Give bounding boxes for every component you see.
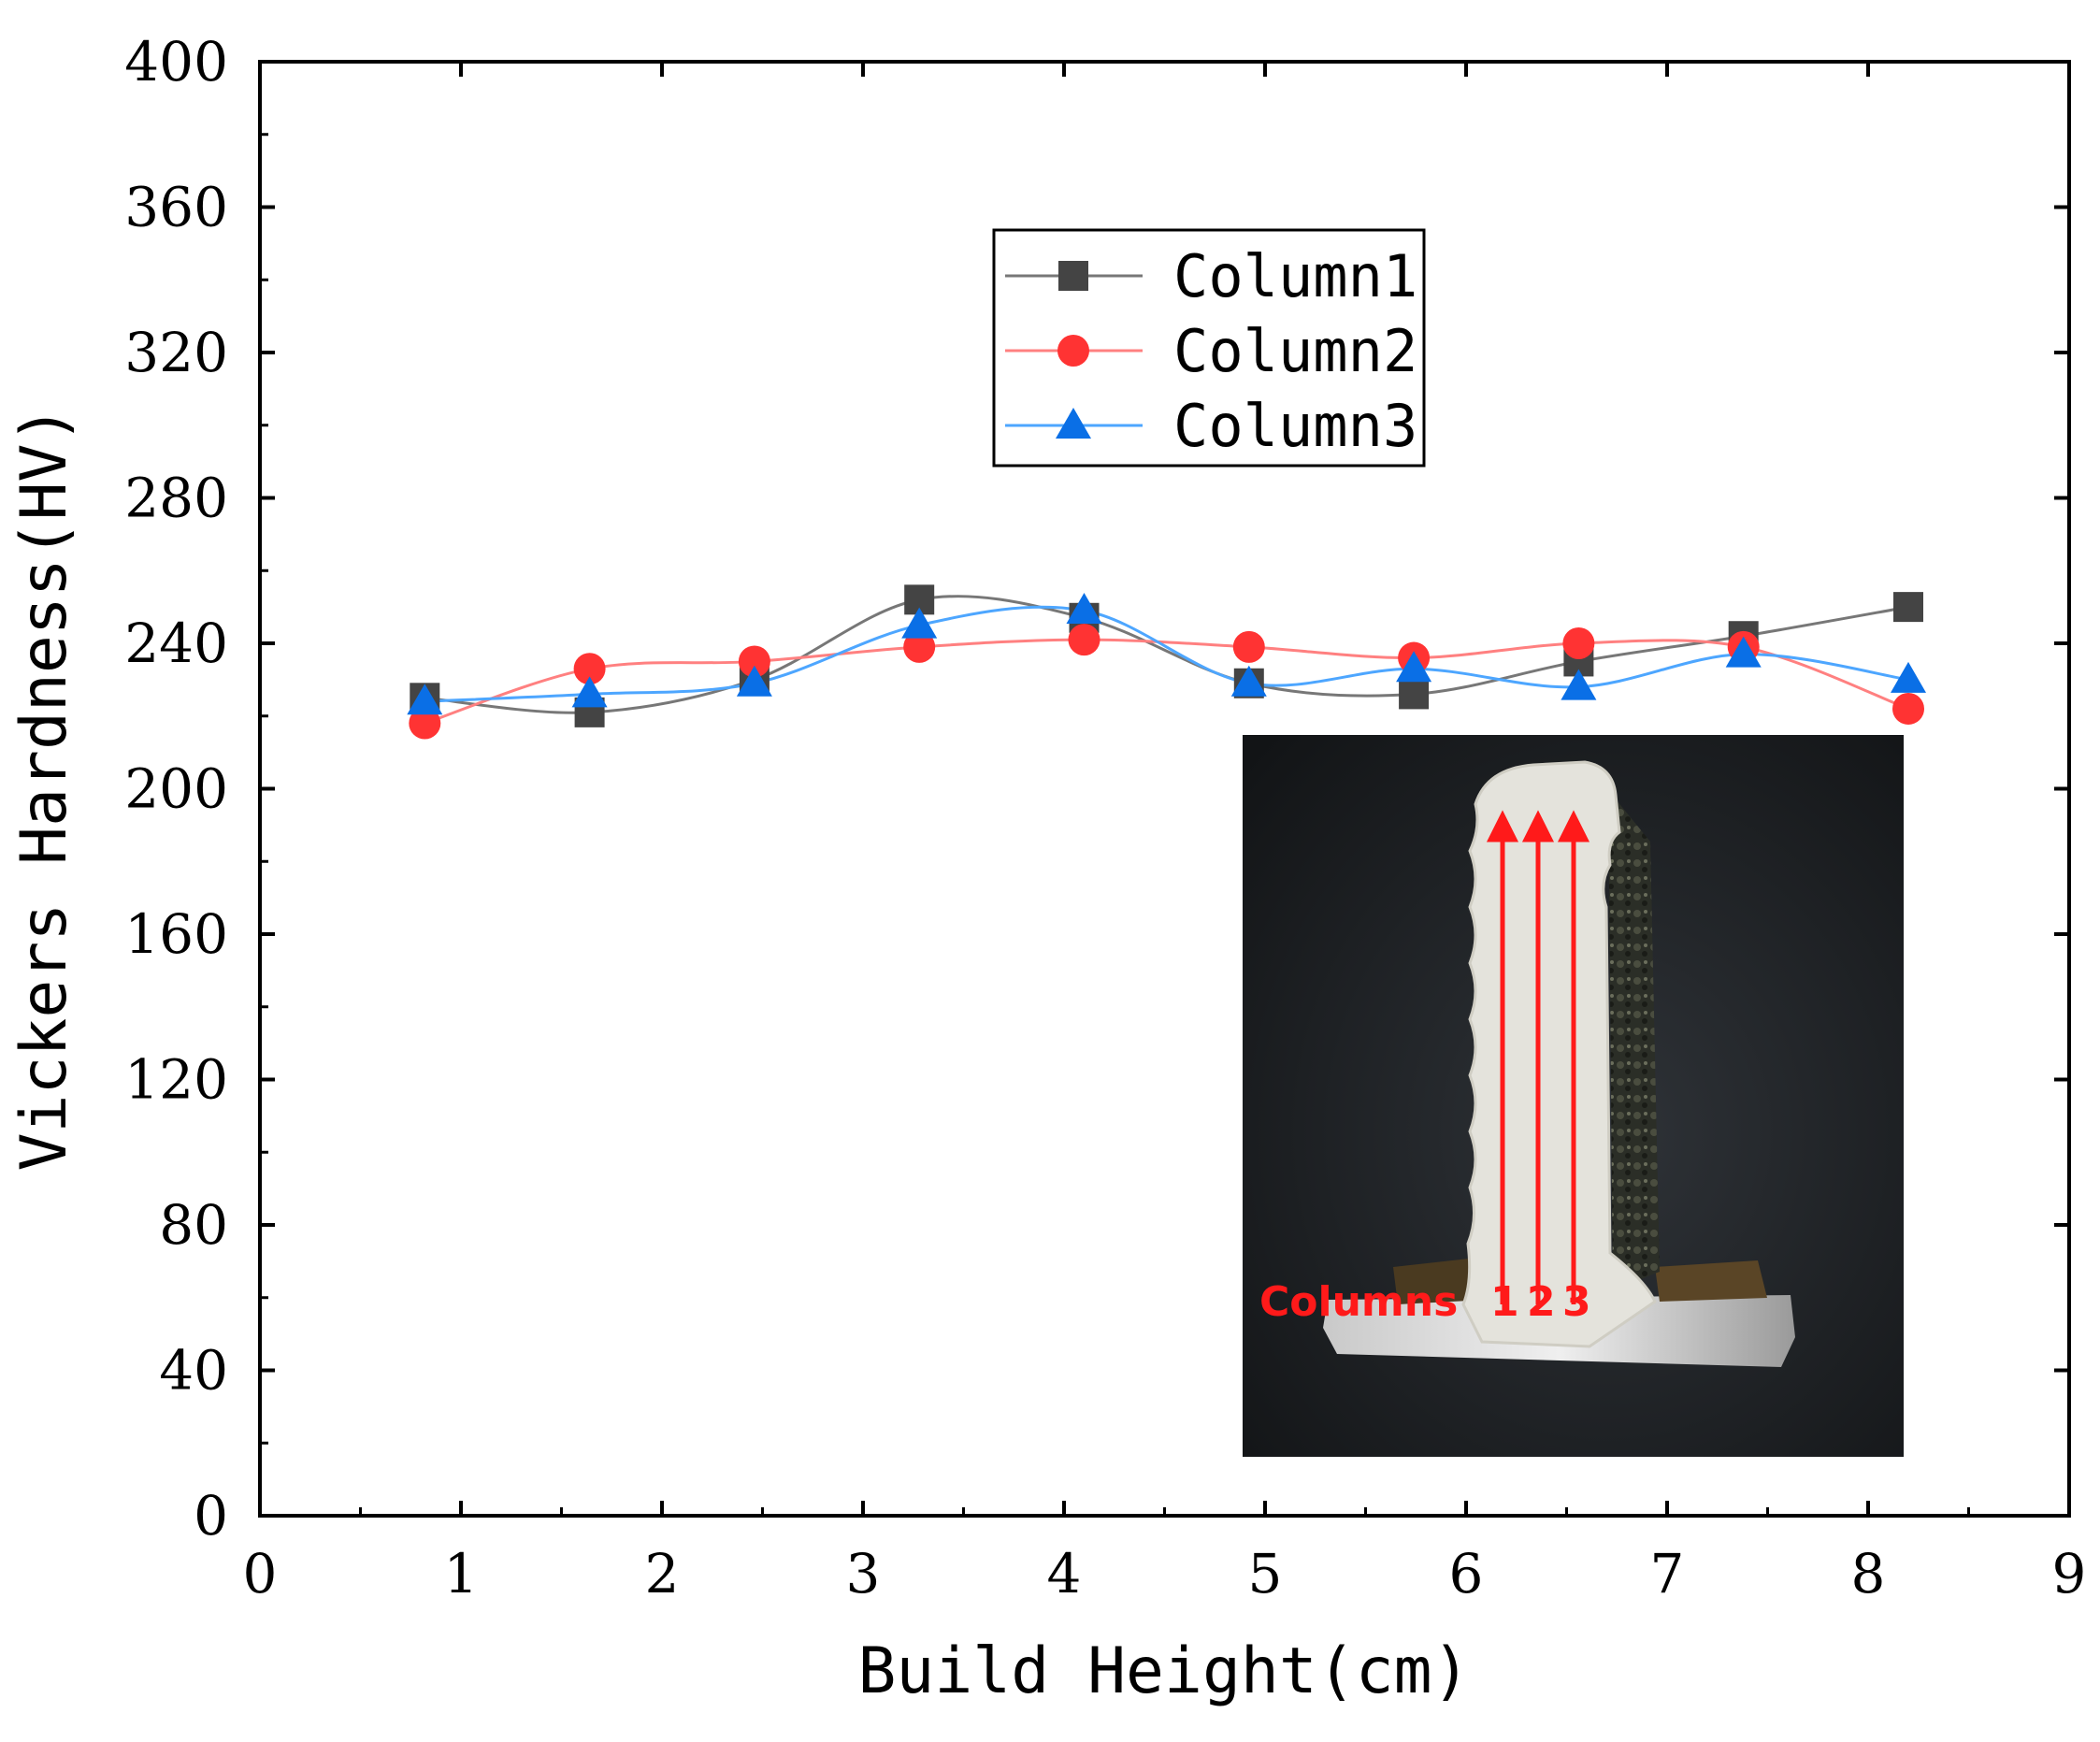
data-point-column3: [407, 684, 443, 715]
data-point-column3: [1891, 661, 1926, 693]
series-line-column3: [424, 605, 1909, 703]
x-tick-label: 1: [444, 1542, 479, 1605]
data-point-column3: [1066, 593, 1102, 625]
base-plate-top: [1393, 1258, 1487, 1304]
data-point-column2: [1892, 692, 1924, 725]
data-point-column2: [409, 707, 441, 740]
legend-marker-column1: [1058, 261, 1088, 291]
inset-column-number-3: 3: [1562, 1278, 1591, 1326]
data-point-column2: [573, 653, 606, 685]
y-tick-label: 80: [159, 1193, 228, 1257]
x-tick-label: 0: [243, 1542, 278, 1605]
data-point-column3: [571, 676, 608, 708]
inset-column-number-1: 1: [1490, 1278, 1519, 1326]
series-markers: [407, 584, 1926, 740]
x-tick-label: 7: [1650, 1542, 1685, 1605]
legend-label-column1: Column1: [1173, 242, 1417, 310]
y-tick-label: 240: [124, 612, 228, 675]
y-tick-label: 160: [124, 902, 228, 966]
legend-marker-column3: [1056, 408, 1091, 439]
data-point-column2: [1232, 630, 1265, 663]
data-point-column1: [1399, 679, 1430, 710]
legend-label-column3: Column3: [1173, 392, 1417, 460]
arrowhead-column-3: [1557, 810, 1590, 842]
y-tick-label: 360: [124, 176, 228, 239]
inset-photo: Columns 1 2 3: [1243, 735, 1904, 1457]
y-axis: 0 40 80 120 160 200 240 280 320 360 400: [124, 30, 2069, 1548]
y-tick-label: 120: [124, 1048, 228, 1112]
legend-marker-column2: [1057, 335, 1089, 367]
wall-rough-side: [1608, 790, 1660, 1290]
arrowhead-column-1: [1486, 810, 1519, 842]
x-tick-label: 3: [846, 1542, 881, 1605]
base-plate-top-right: [1655, 1260, 1767, 1302]
x-tick-label: 5: [1248, 1542, 1283, 1605]
y-axis-title: Vickers Hardness(HV): [7, 406, 81, 1172]
x-tick-label: 6: [1449, 1542, 1484, 1605]
data-point-column1: [1893, 592, 1923, 623]
data-point-column3: [736, 665, 772, 697]
data-point-column3: [1561, 669, 1597, 700]
data-point-column3: [901, 607, 938, 639]
x-axis-title: Build Height(cm): [857, 1634, 1470, 1708]
data-point-column3: [1396, 651, 1432, 683]
wall-face: [1461, 760, 1657, 1348]
series-line-column2: [424, 638, 1909, 725]
y-tick-label: 40: [159, 1339, 228, 1403]
arrowhead-column-2: [1521, 810, 1555, 842]
measurement-arrows: [1486, 810, 1590, 1304]
series-lines: [424, 595, 1909, 725]
series-line-column1: [424, 595, 1909, 714]
y-tick-label: 0: [194, 1484, 228, 1548]
data-point-column2: [903, 630, 936, 663]
y-tick-label: 400: [124, 30, 228, 94]
x-tick-label: 9: [2052, 1542, 2087, 1605]
data-point-column3: [1725, 636, 1762, 668]
y-tick-label: 320: [124, 321, 228, 384]
inset-column-number-2: 2: [1527, 1278, 1556, 1326]
x-tick-label: 2: [645, 1542, 680, 1605]
legend-label-column2: Column2: [1173, 317, 1417, 385]
data-point-column2: [1068, 624, 1100, 656]
inset-columns-label: Columns: [1259, 1278, 1458, 1326]
y-tick-label: 280: [124, 467, 228, 530]
legend: Column1 Column2 Column3: [992, 228, 1426, 468]
x-tick-label: 8: [1851, 1542, 1886, 1605]
x-tick-label: 4: [1047, 1542, 1082, 1605]
data-point-column3: [1230, 665, 1267, 697]
data-point-column2: [738, 645, 770, 678]
data-point-column2: [1562, 627, 1595, 659]
y-tick-label: 200: [124, 757, 228, 821]
